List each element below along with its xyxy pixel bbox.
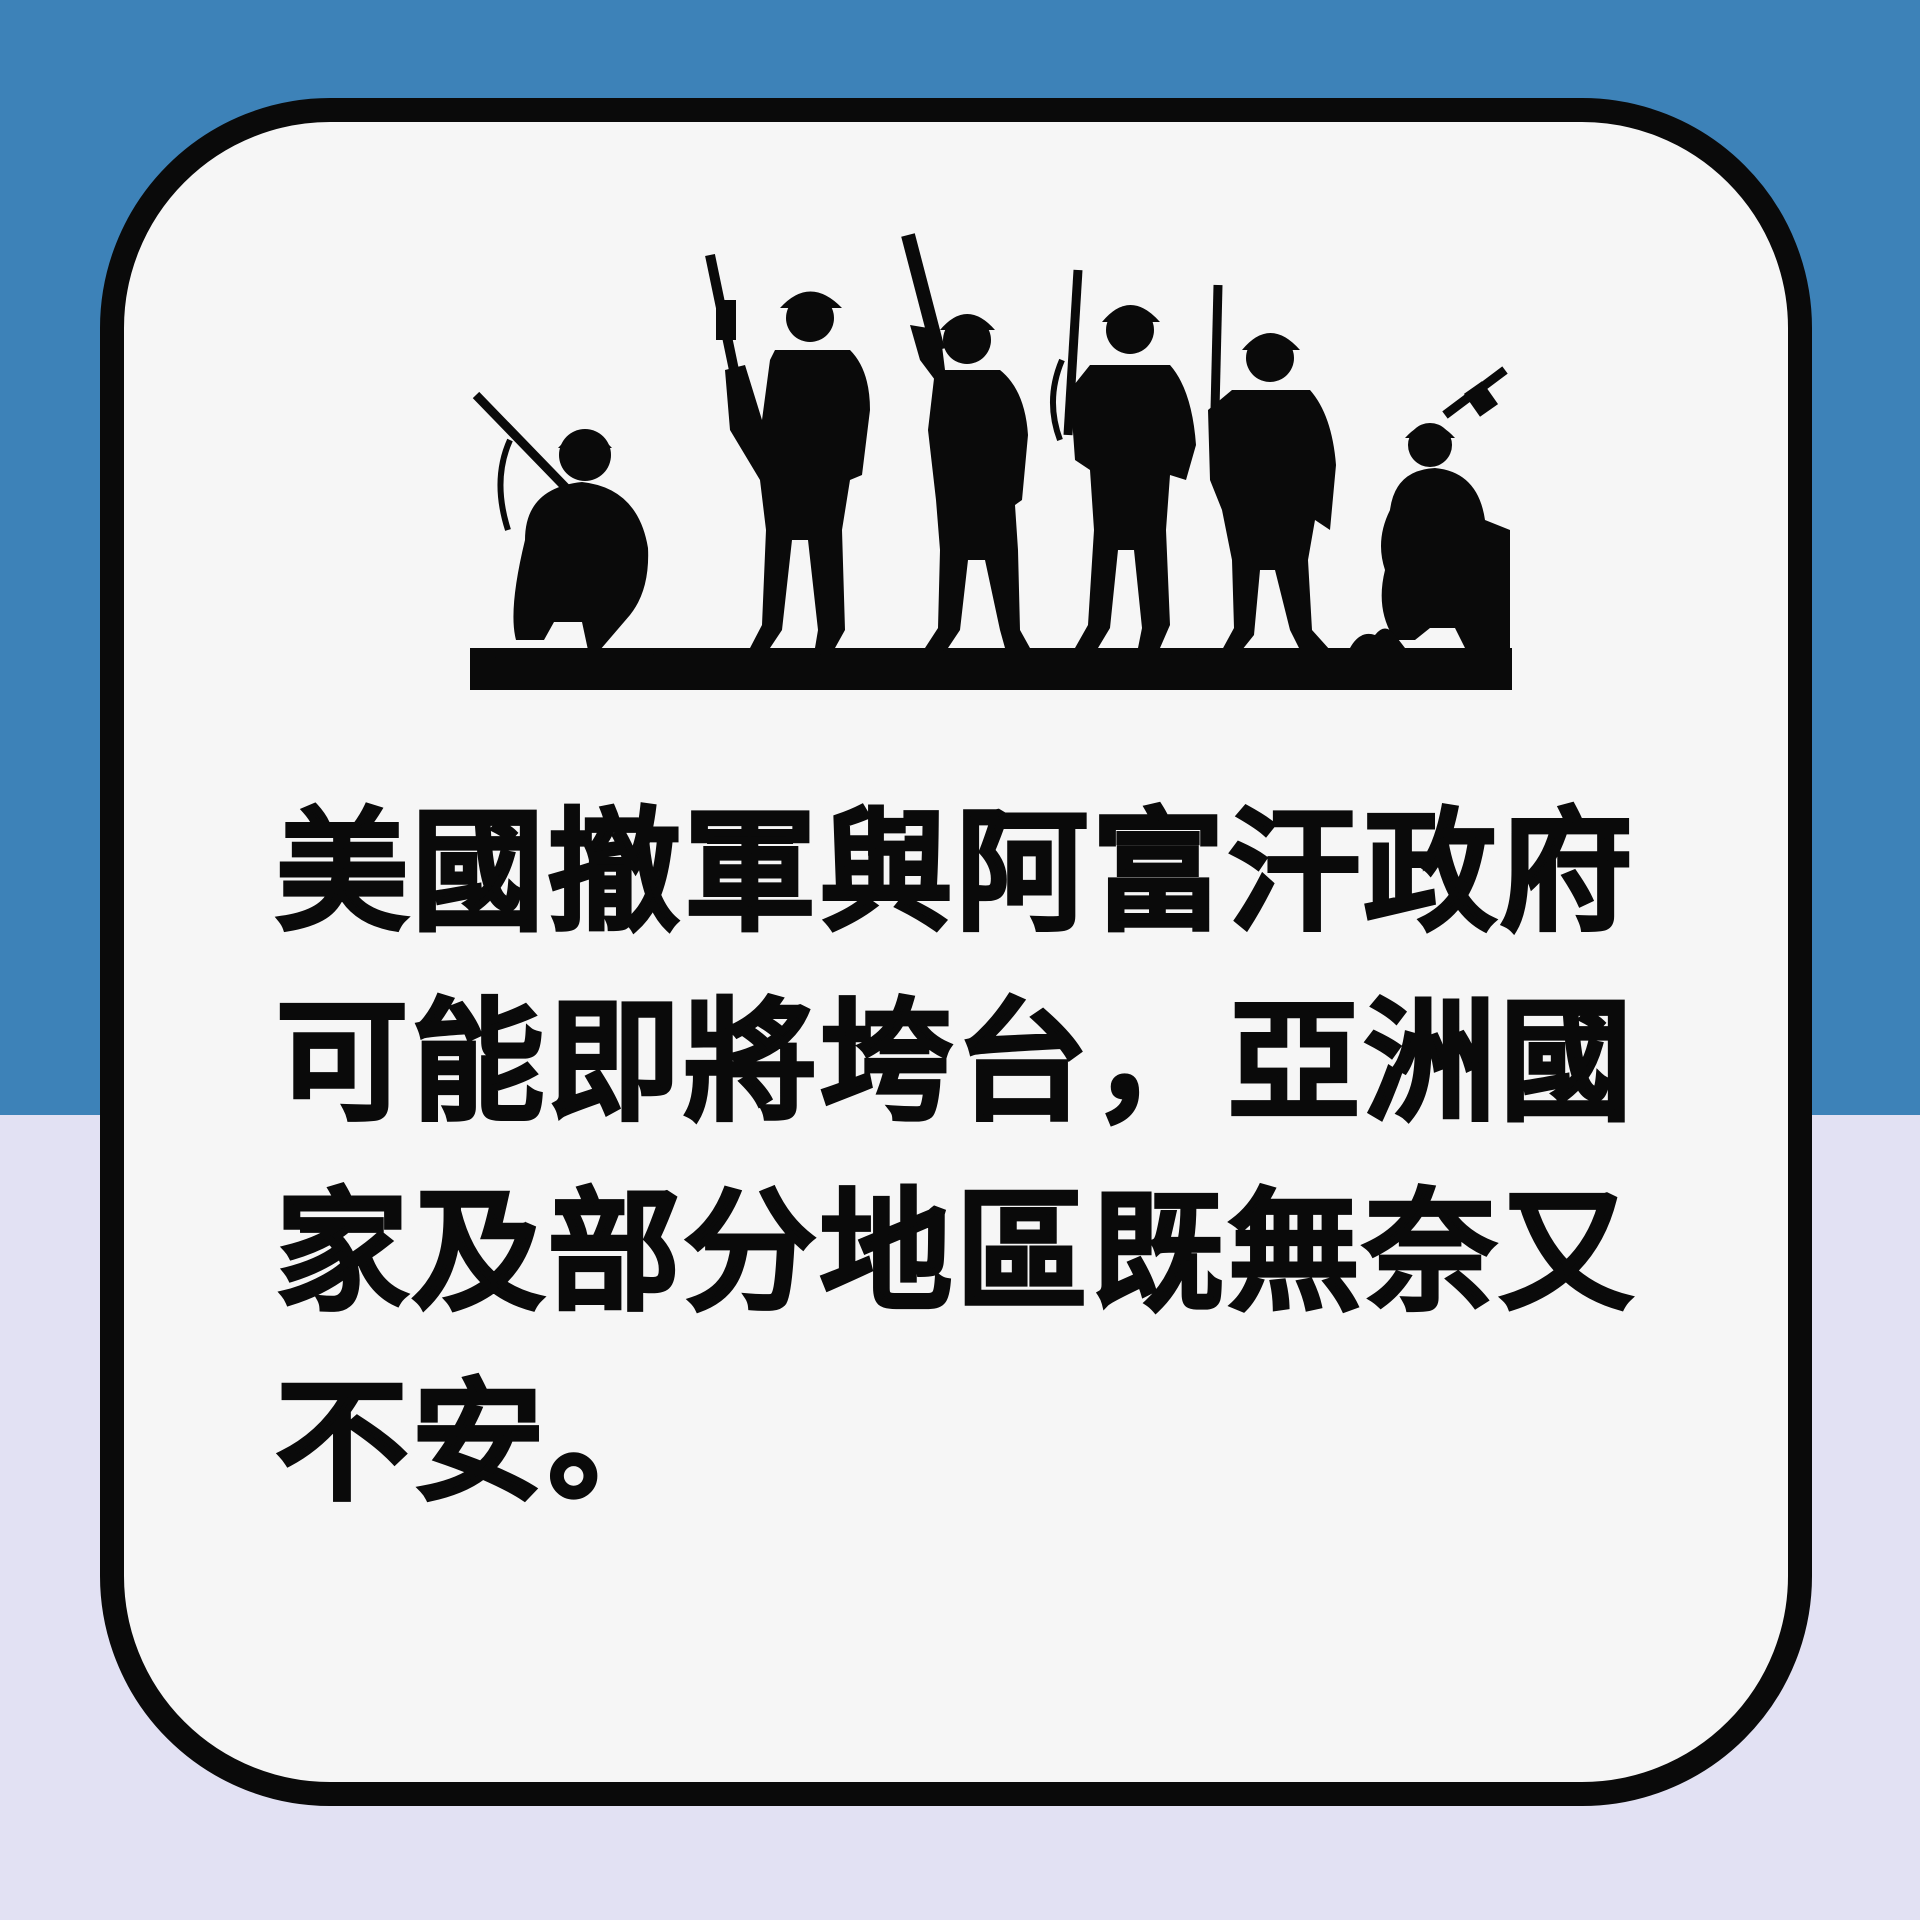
ground-rough: [470, 648, 1512, 670]
soldier-standing-2: [705, 253, 870, 648]
headline-text: 美國撤軍與阿富汗政府 可能即將垮台，亞洲國 家及部分地區既無奈又 不安。: [275, 778, 1656, 1538]
soldier-standing-5: [1208, 284, 1336, 650]
headline-line-4: 不安。: [275, 1365, 684, 1522]
soldier-standing-3: [901, 233, 1030, 648]
headline-line-1: 美國撤軍與阿富汗政府: [275, 795, 1636, 952]
soldier-standing-4: [1050, 269, 1196, 648]
soldier-kneeling-right: [1350, 366, 1510, 648]
soldier-kneeling-left: [472, 391, 649, 650]
headline-line-2: 可能即將垮台，亞洲國: [275, 985, 1636, 1142]
content-card: [100, 98, 1812, 1806]
headline-line-3: 家及部分地區既無奈又: [275, 1175, 1636, 1332]
soldiers-silhouette: [470, 233, 1512, 690]
